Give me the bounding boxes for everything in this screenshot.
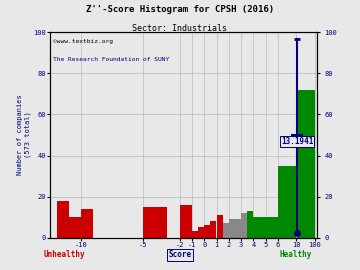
Text: Z''-Score Histogram for CPSH (2016): Z''-Score Histogram for CPSH (2016) [86,5,274,14]
Bar [180,205,186,238]
Bar [81,209,93,238]
Text: ©www.textbiz.org: ©www.textbiz.org [53,39,113,43]
Bar [192,231,198,238]
Bar [266,217,272,238]
Bar [247,211,253,238]
Bar [278,166,296,238]
Bar [69,217,81,238]
Bar [204,225,210,238]
Bar [198,227,204,238]
Bar [57,201,69,238]
Bar [217,215,222,238]
Bar [223,223,229,238]
Text: Unhealthy: Unhealthy [44,250,86,259]
Text: 13.1941: 13.1941 [281,137,313,146]
Y-axis label: Number of companies
(573 total): Number of companies (573 total) [17,94,31,176]
Bar [260,217,266,238]
Bar [241,213,247,238]
Bar [229,219,235,238]
Bar [143,207,167,238]
Bar [272,217,278,238]
Bar [186,205,192,238]
Text: The Research Foundation of SUNY: The Research Foundation of SUNY [53,57,169,62]
Text: Sector: Industrials: Sector: Industrials [132,24,228,33]
Bar [235,219,241,238]
Text: Healthy: Healthy [279,250,311,259]
Bar [297,90,315,238]
Text: Score: Score [168,250,192,259]
Bar [211,221,216,238]
Bar [253,217,260,238]
